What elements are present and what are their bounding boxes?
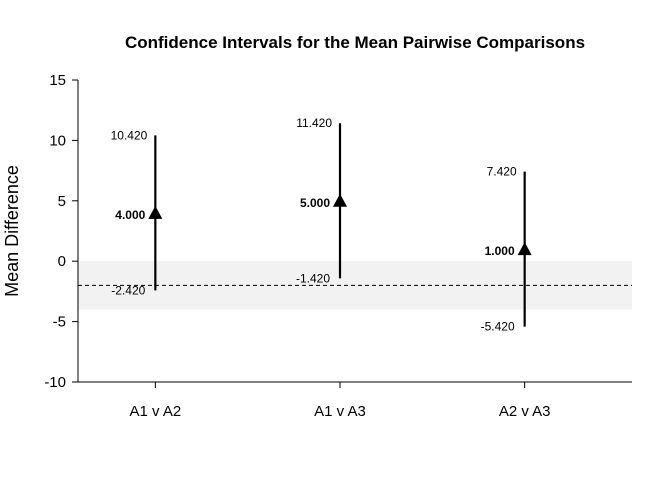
upper-bound-label: 10.420	[111, 128, 148, 142]
x-tick-label: A1 v A3	[314, 403, 366, 420]
interval-marks: 10.420 4.000 -2.420 11.420 5.000 -1.420 7.420 1…	[111, 116, 532, 334]
y-axis-ticks: -10 -5 0 5 10 15	[44, 72, 78, 391]
y-axis-label: Mean Difference	[2, 165, 22, 297]
y-tick-label: -10	[44, 374, 66, 391]
lower-bound-label: -1.420	[296, 271, 330, 285]
mean-marker	[517, 242, 532, 256]
mean-label: 4.000	[115, 208, 145, 222]
chart-title: Confidence Intervals for the Mean Pairwi…	[125, 33, 585, 52]
y-tick-label: 10	[49, 132, 66, 149]
interval-group: 11.420 5.000 -1.420	[296, 116, 347, 285]
lower-bound-label: -5.420	[481, 320, 515, 334]
y-tick-label: 15	[49, 72, 66, 89]
lower-bound-label: -2.420	[111, 283, 145, 297]
upper-bound-label: 11.420	[296, 116, 332, 130]
x-axis-ticks: A1 v A2 A1 v A3 A2 v A3	[129, 382, 551, 420]
mean-label: 5.000	[300, 196, 330, 210]
mean-marker	[333, 193, 347, 207]
mean-label: 1.000	[485, 244, 515, 258]
upper-bound-label: 7.420	[487, 165, 517, 179]
y-tick-label: 5	[58, 193, 66, 210]
x-tick-label: A2 v A3	[499, 403, 551, 420]
y-tick-label: 0	[58, 253, 66, 270]
x-tick-label: A1 v A2	[129, 403, 181, 420]
y-tick-label: -5	[53, 314, 66, 331]
mean-marker	[148, 205, 163, 219]
interval-group: 7.420 1.000 -5.420	[481, 165, 532, 334]
interval-group: 10.420 4.000 -2.420	[111, 128, 163, 297]
